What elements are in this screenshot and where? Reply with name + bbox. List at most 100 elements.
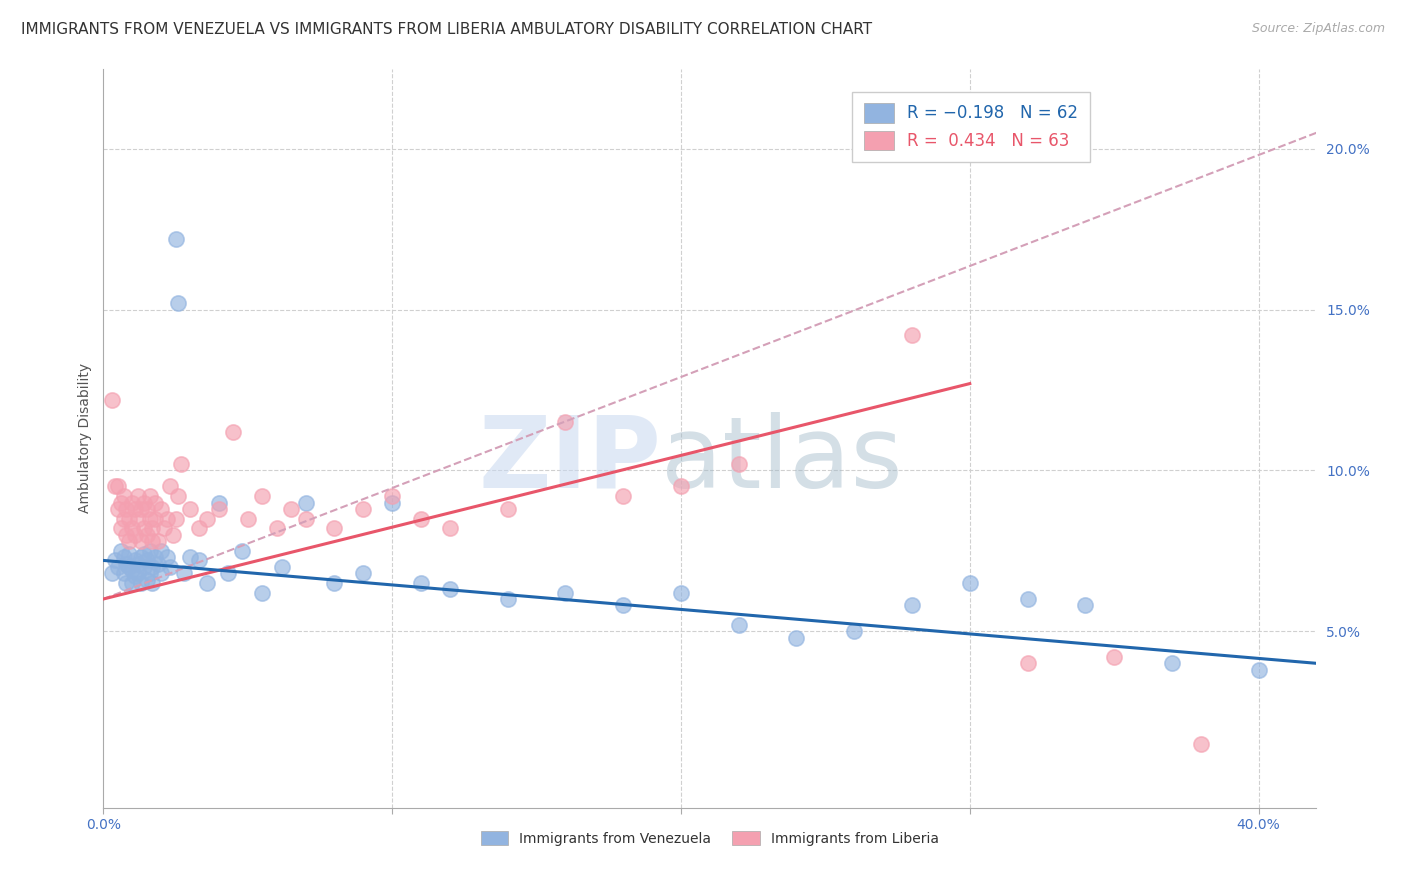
Point (159, 479, 181, 493)
Point (170, 457, 193, 471)
Point (409, 576, 432, 591)
Point (173, 566, 195, 581)
Point (280, 502, 302, 516)
Point (222, 425, 245, 439)
Point (1102, 649, 1125, 664)
Point (127, 489, 149, 503)
Point (612, 489, 634, 503)
Point (669, 585, 692, 599)
Point (148, 557, 170, 571)
Point (785, 631, 807, 645)
Point (138, 543, 160, 558)
Point (496, 592, 519, 607)
Point (352, 566, 374, 581)
Point (115, 502, 138, 516)
Point (217, 566, 239, 581)
Point (124, 527, 146, 541)
Point (138, 489, 160, 503)
Point (612, 599, 634, 613)
Point (115, 576, 138, 591)
Point (1017, 592, 1039, 607)
Point (195, 511, 218, 525)
Point (101, 392, 124, 407)
Point (127, 557, 149, 571)
Point (208, 502, 231, 516)
Point (104, 553, 127, 567)
Text: ZIP: ZIP (478, 412, 661, 509)
Point (959, 576, 981, 591)
Point (159, 559, 181, 574)
Point (727, 617, 749, 632)
Point (167, 296, 190, 310)
Point (271, 559, 294, 574)
Point (153, 521, 176, 535)
Point (669, 479, 692, 493)
Legend: R = −0.198   N = 62, R =  0.434   N = 63: R = −0.198 N = 62, R = 0.434 N = 63 (852, 92, 1090, 161)
Point (352, 502, 374, 516)
Point (150, 543, 173, 558)
Point (150, 566, 173, 581)
Point (121, 521, 143, 535)
Point (266, 521, 288, 535)
Point (165, 511, 187, 525)
Point (118, 547, 141, 561)
Point (145, 550, 167, 565)
Point (727, 457, 749, 471)
Point (132, 495, 155, 509)
Point (409, 511, 432, 525)
Point (165, 232, 187, 246)
Point (145, 495, 167, 509)
Point (107, 479, 129, 493)
Text: atlas: atlas (661, 412, 903, 509)
Point (129, 576, 152, 591)
Point (1189, 737, 1212, 751)
Point (124, 569, 146, 583)
Text: IMMIGRANTS FROM VENEZUELA VS IMMIGRANTS FROM LIBERIA AMBULATORY DISABILITY CORRE: IMMIGRANTS FROM VENEZUELA VS IMMIGRANTS … (21, 22, 872, 37)
Point (121, 495, 143, 509)
Point (294, 495, 316, 509)
Point (250, 585, 273, 599)
Point (112, 511, 135, 525)
Point (115, 527, 138, 541)
Point (138, 511, 160, 525)
Point (141, 559, 163, 574)
Point (110, 521, 132, 535)
Point (132, 559, 155, 574)
Point (901, 599, 924, 613)
Point (156, 511, 179, 525)
Point (439, 521, 461, 535)
Point (179, 550, 201, 565)
Point (135, 502, 157, 516)
Point (121, 563, 143, 577)
Point (101, 566, 124, 581)
Point (135, 553, 157, 567)
Point (118, 511, 141, 525)
Point (141, 534, 163, 549)
Point (141, 521, 163, 535)
Point (179, 502, 201, 516)
Point (148, 534, 170, 549)
Point (150, 502, 173, 516)
Point (381, 489, 404, 503)
Point (231, 543, 253, 558)
Point (141, 576, 163, 591)
Point (145, 511, 167, 525)
Point (381, 495, 404, 509)
Point (236, 511, 259, 525)
Point (132, 521, 155, 535)
Point (132, 547, 155, 561)
Point (124, 553, 146, 567)
Point (195, 576, 218, 591)
Point (135, 573, 157, 587)
Point (901, 328, 924, 343)
Point (138, 566, 160, 581)
Point (135, 527, 157, 541)
Point (112, 489, 135, 503)
Text: Source: ZipAtlas.com: Source: ZipAtlas.com (1251, 22, 1385, 36)
Point (112, 550, 135, 565)
Point (844, 624, 866, 639)
Point (1247, 663, 1270, 677)
Point (496, 502, 519, 516)
Point (127, 566, 149, 581)
Point (554, 585, 576, 599)
